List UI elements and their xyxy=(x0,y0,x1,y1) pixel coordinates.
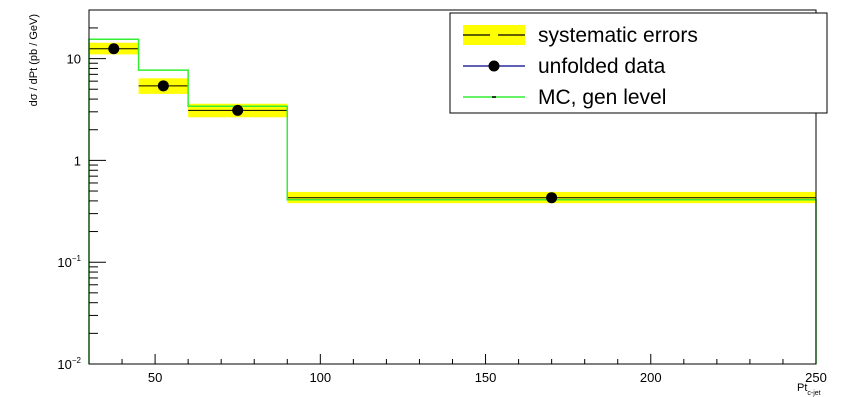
legend-swatch-data-marker xyxy=(488,60,500,72)
data-point-3 xyxy=(546,192,558,204)
x-axis-title-sub: c-jet xyxy=(807,390,820,397)
y-tick-label-0.1: 10−1 xyxy=(57,254,81,270)
legend-label-mc-gen-level: MC, gen level xyxy=(538,86,666,109)
legend-entry-unfolded-data: unfolded data xyxy=(463,55,666,78)
x-tick-label-100: 100 xyxy=(309,370,331,385)
x-tick-label-50: 50 xyxy=(148,370,162,385)
y-tick-label-base: 10 xyxy=(57,255,71,270)
y-tick-label-10: 10 xyxy=(67,52,81,67)
legend-entry-systematic-errors: systematic errors xyxy=(463,24,698,47)
y-tick-label-exponent: −2 xyxy=(72,356,82,365)
y-tick-label-1: 1 xyxy=(74,153,81,168)
x-axis-title-main: Pt xyxy=(797,382,807,394)
data-point-0 xyxy=(108,43,120,55)
x-axis-title: Ptc-jet xyxy=(797,382,821,397)
x-tick-label-250: 250 xyxy=(805,370,827,385)
axis-ticks xyxy=(88,9,817,365)
legend: systematic errors unfolded data MC, gen … xyxy=(449,12,828,114)
unfolded-data-points xyxy=(108,43,558,204)
y-tick-label-base: 10 xyxy=(57,357,71,372)
legend-label-systematic-errors: systematic errors xyxy=(538,24,698,47)
legend-entry-mc-gen-level: MC, gen level xyxy=(463,86,666,109)
data-point-2 xyxy=(232,104,244,116)
y-tick-label-exponent: −1 xyxy=(72,254,82,263)
x-tick-label-150: 150 xyxy=(475,370,497,385)
legend-label-unfolded-data: unfolded data xyxy=(538,55,666,78)
data-point-1 xyxy=(157,80,169,92)
y-tick-label-0.01: 10−2 xyxy=(57,356,81,372)
y-tick-label-base: 10 xyxy=(67,52,81,67)
y-tick-label-base: 1 xyxy=(74,153,81,168)
y-axis-title: dσ / dPt (pb / GeV) xyxy=(28,14,40,106)
x-tick-label-200: 200 xyxy=(640,370,662,385)
